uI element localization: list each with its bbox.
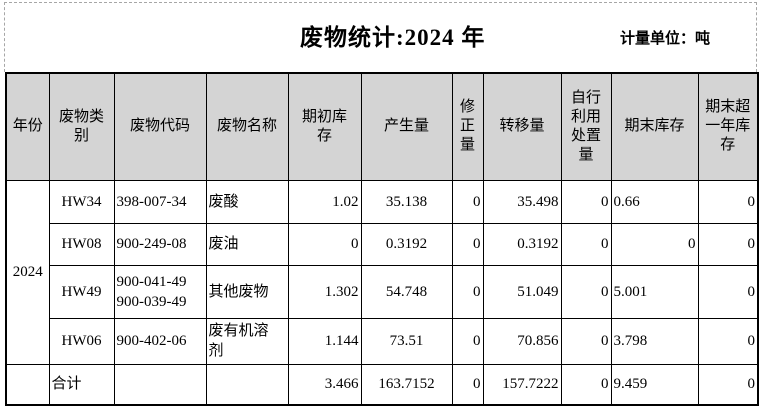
- data-cell: 5.001: [610, 264, 699, 319]
- data-cell: 900-041-49 900-039-49: [113, 264, 207, 319]
- data-cell: 0: [560, 317, 612, 365]
- data-cell: 70.856: [482, 317, 562, 365]
- data-cell: HW34: [48, 179, 115, 224]
- total-cell: 163.7152: [360, 363, 453, 406]
- data-cell: 0: [697, 222, 759, 266]
- data-cell: HW08: [48, 222, 115, 266]
- data-cell: 35.138: [360, 179, 453, 224]
- total-row: 合计 3.466 163.7152 0 157.7222 0 9.459 0: [5, 363, 759, 406]
- data-cell: 0.3192: [360, 222, 453, 266]
- data-cell: 1.144: [287, 317, 362, 365]
- header-cell-10: 期末超 一年库 存: [697, 72, 759, 181]
- total-cell: 0: [560, 363, 612, 406]
- data-cell: 35.498: [482, 179, 562, 224]
- data-cell: 0: [451, 264, 484, 319]
- data-cell: 0: [610, 222, 699, 266]
- table-row: HW06 900-402-06 废有机溶剂 1.144 73.51 0 70.856 0 3.7…: [6, 317, 759, 365]
- data-cell: 1.02: [287, 179, 362, 224]
- data-cell: 0.3192: [482, 222, 562, 266]
- header-cell-2: 废物代码: [113, 72, 207, 181]
- data-cell: 0: [697, 264, 759, 319]
- data-cell: 0: [560, 264, 612, 319]
- data-cell: 0: [697, 179, 759, 224]
- data-cell: 0: [560, 222, 612, 266]
- data-cell: HW06: [48, 317, 115, 365]
- header-cell-5: 产生量: [360, 72, 453, 181]
- data-cell: 0: [451, 222, 484, 266]
- data-cell: 废油: [205, 222, 289, 266]
- data-cell: 0: [287, 222, 362, 266]
- header-cell-0: 年份: [5, 72, 50, 181]
- total-cell: [205, 363, 289, 406]
- data-cell: 0: [697, 317, 759, 365]
- data-cell: 0: [451, 317, 484, 365]
- header-cell-3: 废物名称: [205, 72, 289, 181]
- data-cell: 其他废物: [205, 264, 289, 319]
- page-break-dashed-border: [4, 2, 757, 72]
- total-cell: [113, 363, 207, 406]
- year-cell: 2024: [5, 179, 50, 365]
- data-cell: 900-402-06: [113, 317, 207, 365]
- total-cell: 3.466: [287, 363, 362, 406]
- data-cell: 0.66: [610, 179, 699, 224]
- header-cell-9: 期末库存: [610, 72, 699, 181]
- data-cell: 3.798: [610, 317, 699, 365]
- header-cell-7: 转移量: [482, 72, 562, 181]
- total-label-cell: 合计: [48, 363, 115, 406]
- data-cell: 54.748: [360, 264, 453, 319]
- total-cell: 157.7222: [482, 363, 562, 406]
- header-cell-6: 修 正 量: [451, 72, 484, 181]
- data-cell: 0: [560, 179, 612, 224]
- data-cell: 0: [451, 179, 484, 224]
- total-cell: 0: [697, 363, 759, 406]
- table-row: HW08 900-249-08 废油 0 0.3192 0 0.3192 0 0 0: [6, 222, 759, 266]
- data-cell: 51.049: [482, 264, 562, 319]
- data-cell: HW49: [48, 264, 115, 319]
- data-cell: 废酸: [205, 179, 289, 224]
- year-empty-cell: [5, 363, 50, 406]
- data-cell: 73.51: [360, 317, 453, 365]
- data-cell: 废有机溶剂: [205, 317, 289, 365]
- header-cell-1: 废物类 别: [48, 72, 115, 181]
- table-row: 2024 HW34 398-007-34 废酸 1.02 35.138 0 35.498 0 0.…: [5, 179, 759, 365]
- data-cell: 900-249-08: [113, 222, 207, 266]
- data-cell: 398-007-34: [113, 179, 207, 224]
- header-cell-4: 期初库 存: [287, 72, 362, 181]
- unit-label: 计量单位：吨: [620, 31, 711, 47]
- data-cell: 1.302: [287, 264, 362, 319]
- total-cell: 0: [451, 363, 484, 406]
- header-cell-8: 自行 利用 处置 量: [560, 72, 612, 181]
- waste-stats-table: 年份 废物类 别废物代码 废物名称 期初库 存产生量修 正 量转移量 自行 利用 处置 …: [5, 72, 759, 406]
- table-row: HW49 900-041-49 900-039-49 其他废物 1.302 54.748…: [6, 264, 759, 319]
- page-title: 废物统计:2024 年: [300, 25, 486, 50]
- total-cell: 9.459: [610, 363, 699, 406]
